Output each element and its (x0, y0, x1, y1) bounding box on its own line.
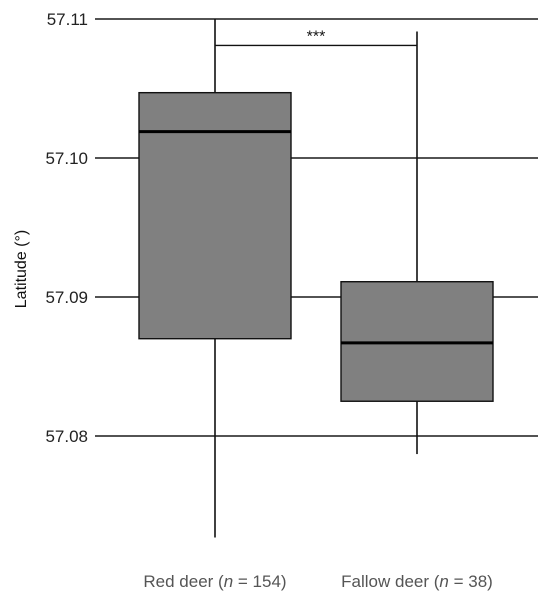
y-tick-label: 57.09 (45, 288, 88, 307)
n-symbol: n (439, 572, 448, 591)
category-name: Red deer ( (143, 572, 224, 591)
box-red-deer (138, 19, 292, 538)
y-tick-labels: 57.08 57.09 57.10 57.11 (45, 10, 88, 446)
category-name: Fallow deer ( (341, 572, 440, 591)
category-label-fallow-deer: Fallow deer (n = 38) (341, 572, 493, 591)
n-value: = 154) (233, 572, 286, 591)
boxes (138, 19, 494, 538)
significance-bracket: *** (215, 28, 417, 47)
n-value: = 38) (449, 572, 493, 591)
box-fallow-deer (340, 31, 494, 455)
significance-label: *** (307, 28, 326, 45)
y-tick-label: 57.08 (45, 427, 88, 446)
y-axis-label: Latitude (°) (13, 230, 30, 308)
interquartile-box (138, 91, 292, 340)
n-symbol: n (224, 572, 233, 591)
category-label-red-deer: Red deer (n = 154) (143, 572, 286, 591)
y-tick-label: 57.11 (47, 10, 88, 29)
y-tick-label: 57.10 (45, 149, 88, 168)
category-labels: Red deer (n = 154) Fallow deer (n = 38) (143, 572, 492, 591)
